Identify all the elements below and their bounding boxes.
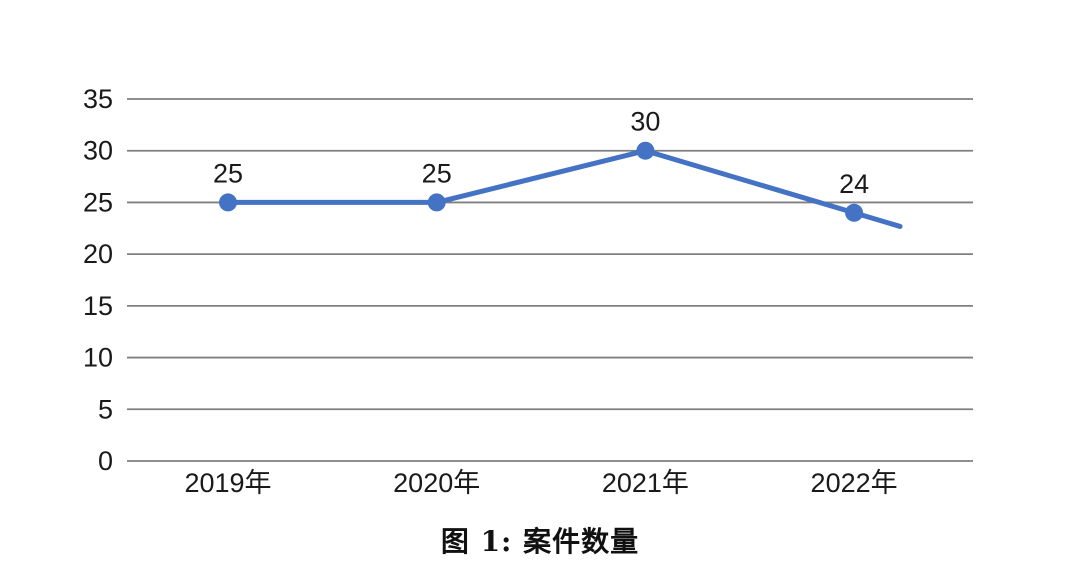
data-point-marker bbox=[219, 193, 237, 212]
x-axis-tick-label: 2021年 bbox=[602, 468, 689, 498]
x-axis-tick-label: 2019年 bbox=[184, 468, 271, 498]
y-axis-tick-label: 35 bbox=[83, 84, 113, 114]
y-axis-tick-label: 5 bbox=[98, 394, 113, 424]
chart-caption: 图 1: 案件数量 bbox=[440, 525, 640, 558]
y-axis-tick-label: 25 bbox=[83, 187, 113, 217]
line-chart: 0 5 10 15 20 25 30 35 2019年 2020年 2021年 2022年 25 25 30… bbox=[83, 84, 973, 498]
x-axis-tick-label: 2022年 bbox=[811, 468, 898, 498]
data-point-label: 25 bbox=[422, 158, 452, 188]
x-axis-tick-label: 2020年 bbox=[393, 468, 480, 498]
y-axis-tick-label: 10 bbox=[83, 343, 113, 373]
y-axis-tick-label: 15 bbox=[83, 291, 113, 321]
data-point-marker bbox=[427, 193, 446, 212]
data-point-label: 24 bbox=[839, 169, 869, 199]
data-point-marker bbox=[845, 203, 864, 222]
y-axis-tick-label: 0 bbox=[98, 446, 113, 476]
y-axis-tick-label: 30 bbox=[83, 136, 113, 166]
y-axis-tick-label: 20 bbox=[83, 239, 113, 269]
data-point-label: 25 bbox=[213, 158, 243, 188]
data-point-marker bbox=[636, 141, 655, 160]
series-line bbox=[225, 148, 903, 229]
data-point-label: 30 bbox=[630, 107, 660, 137]
